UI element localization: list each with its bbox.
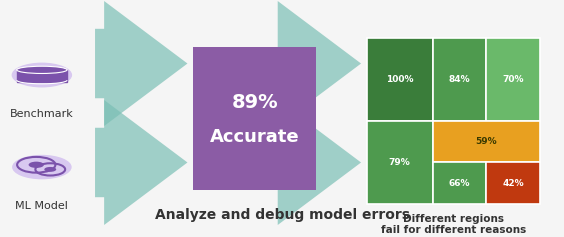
FancyBboxPatch shape	[367, 38, 433, 121]
Circle shape	[45, 167, 56, 172]
Text: 89%: 89%	[231, 93, 278, 112]
Ellipse shape	[17, 66, 67, 73]
Text: 100%: 100%	[386, 75, 413, 84]
Text: fail for different reasons: fail for different reasons	[381, 225, 526, 235]
Text: Accurate: Accurate	[210, 128, 299, 146]
FancyBboxPatch shape	[193, 47, 316, 190]
Text: 84%: 84%	[449, 75, 470, 84]
Text: 42%: 42%	[503, 179, 524, 188]
Circle shape	[29, 162, 44, 168]
FancyBboxPatch shape	[433, 121, 540, 163]
Text: 66%: 66%	[449, 179, 470, 188]
Text: Analyze and debug model errors: Analyze and debug model errors	[155, 208, 410, 222]
FancyBboxPatch shape	[17, 70, 67, 82]
Text: 70%: 70%	[503, 75, 524, 84]
FancyBboxPatch shape	[486, 163, 540, 204]
FancyBboxPatch shape	[367, 121, 433, 204]
FancyBboxPatch shape	[433, 163, 486, 204]
Text: Different regions: Different regions	[403, 214, 504, 224]
Text: Benchmark: Benchmark	[10, 109, 74, 119]
FancyBboxPatch shape	[486, 38, 540, 121]
Text: 59%: 59%	[475, 137, 497, 146]
Text: 79%: 79%	[389, 158, 411, 167]
Text: ML Model: ML Model	[15, 201, 68, 211]
Ellipse shape	[12, 63, 72, 87]
FancyBboxPatch shape	[433, 38, 486, 121]
Ellipse shape	[12, 155, 72, 179]
